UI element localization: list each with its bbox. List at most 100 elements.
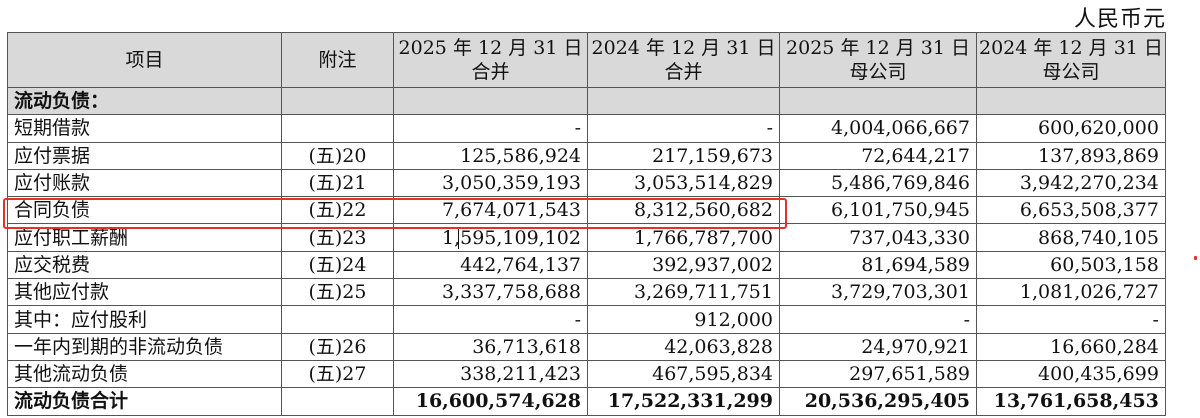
row-value-2025-consolidated: 442,764,137 bbox=[393, 250, 588, 280]
row-value-2024-parent: - bbox=[976, 305, 1166, 334]
row-value-2024-parent: 6,653,508,377 bbox=[976, 196, 1166, 225]
row-value-2024-parent: 3,942,270,234 bbox=[976, 168, 1166, 198]
row-note: (五)26 bbox=[281, 332, 394, 361]
table-row-total: 流动负债合计 16,600,574,628 17,522,331,299 20,… bbox=[7, 387, 1166, 416]
row-value-2025-parent: 72,644,217 bbox=[779, 141, 977, 170]
row-value-2025-consolidated: 125,586,924 bbox=[393, 141, 588, 170]
header-2025-parent-date: 2025 年 12 月 31 日 bbox=[786, 37, 970, 59]
row-item: 应付票据 bbox=[7, 141, 282, 170]
row-value-2024-consolidated bbox=[587, 86, 780, 116]
header-2024-consolidated: 2024 年 12 月 31 日 合并 bbox=[587, 32, 780, 88]
row-value-2024-consolidated: 8,312,560,682 bbox=[587, 196, 780, 225]
table-row: 短期借款 - - 4,004,066,667 600,620,000 bbox=[7, 114, 1166, 143]
row-item: 应付账款 bbox=[7, 168, 282, 198]
edge-mark bbox=[1194, 256, 1197, 260]
table-row-highlighted: 合同负债 (五)22 7,674,071,543 8,312,560,682 6… bbox=[7, 196, 1166, 225]
row-value-2025-parent bbox=[779, 86, 977, 116]
table-row: 其他应付款 (五)25 3,337,758,688 3,269,711,751 … bbox=[7, 278, 1166, 307]
row-value-2025-consolidated: 338,211,423 bbox=[393, 359, 588, 389]
row-value-2025-parent: 737,043,330 bbox=[779, 223, 977, 252]
table-row: 应付账款 (五)21 3,050,359,193 3,053,514,829 5… bbox=[7, 168, 1166, 198]
header-item-label: 项目 bbox=[125, 49, 164, 71]
row-item: 其中：应付股利 bbox=[7, 305, 282, 334]
row-value-2025-parent: - bbox=[779, 305, 977, 334]
row-value-2024-parent: 60,503,158 bbox=[976, 250, 1166, 280]
header-2025-parent-scope: 母公司 bbox=[849, 61, 907, 83]
row-value-2024-consolidated: - bbox=[587, 114, 780, 143]
header-2024-consolidated-scope: 合并 bbox=[664, 61, 703, 83]
row-value-2025-consolidated: 16,600,574,628 bbox=[393, 387, 588, 416]
row-value-2024-consolidated: 217,159,673 bbox=[587, 141, 780, 170]
row-note: (五)20 bbox=[281, 141, 394, 170]
row-value-2025-parent: 3,729,703,301 bbox=[779, 278, 977, 307]
row-note: (五)24 bbox=[281, 250, 394, 280]
row-value-2025-parent: 24,970,921 bbox=[779, 332, 977, 361]
row-item: 一年内到期的非流动负债 bbox=[7, 332, 282, 361]
row-note: (五)25 bbox=[281, 278, 394, 307]
header-2024-consolidated-date: 2024 年 12 月 31 日 bbox=[591, 37, 776, 59]
row-item: 其他应付款 bbox=[7, 278, 282, 307]
row-value-2024-parent bbox=[976, 86, 1166, 116]
table-row: 应付票据 (五)20 125,586,924 217,159,673 72,64… bbox=[7, 141, 1166, 170]
row-value-2024-parent: 400,435,699 bbox=[976, 359, 1166, 389]
row-value-2025-consolidated: 7,674,071,543 bbox=[393, 196, 588, 225]
row-item: 应交税费 bbox=[7, 250, 282, 280]
currency-unit-label: 人民币元 bbox=[1073, 7, 1166, 32]
table-row: 应付职工薪酬 (五)23 1,595,109,102 1,766,787,700… bbox=[7, 223, 1166, 252]
text-cursor bbox=[458, 229, 459, 249]
header-2025-parent: 2025 年 12 月 31 日 母公司 bbox=[779, 32, 977, 88]
row-note: (五)21 bbox=[281, 168, 394, 198]
row-value-2025-parent: 6,101,750,945 bbox=[779, 196, 977, 225]
row-note bbox=[281, 86, 394, 116]
row-note: (五)27 bbox=[281, 359, 394, 389]
row-value-2025-consolidated bbox=[393, 86, 588, 116]
row-item: 其他流动负债 bbox=[7, 359, 282, 389]
row-value-2024-consolidated: 3,053,514,829 bbox=[587, 168, 780, 198]
header-2025-consolidated: 2025 年 12 月 31 日 合并 bbox=[393, 32, 588, 88]
table-row: 其他流动负债 (五)27 338,211,423 467,595,834 297… bbox=[7, 359, 1166, 389]
row-value-2024-consolidated: 392,937,002 bbox=[587, 250, 780, 280]
row-value-2024-consolidated: 3,269,711,751 bbox=[587, 278, 780, 307]
row-value-2025-parent: 297,651,589 bbox=[779, 359, 977, 389]
row-value-2025-consolidated: 3,337,758,688 bbox=[393, 278, 588, 307]
row-value-2024-parent: 16,660,284 bbox=[976, 332, 1166, 361]
current-liabilities-table: 项目 附注 2025 年 12 月 31 日 合并 2024 年 12 月 31… bbox=[7, 32, 1166, 416]
table-header-row: 项目 附注 2025 年 12 月 31 日 合并 2024 年 12 月 31… bbox=[7, 32, 1166, 88]
header-2024-parent-scope: 母公司 bbox=[1042, 61, 1100, 83]
header-2025-consolidated-scope: 合并 bbox=[471, 61, 510, 83]
row-note bbox=[281, 305, 394, 334]
row-value-2024-parent: 1,081,026,727 bbox=[976, 278, 1166, 307]
header-note-label: 附注 bbox=[318, 49, 357, 71]
row-item: 合同负债 bbox=[7, 196, 282, 225]
row-value-2025-parent: 5,486,769,846 bbox=[779, 168, 977, 198]
table-row: 其中：应付股利 - 912,000 - - bbox=[7, 305, 1166, 334]
row-value-2024-consolidated: 17,522,331,299 bbox=[587, 387, 780, 416]
row-value-2025-consolidated: 36,713,618 bbox=[393, 332, 588, 361]
row-value-2024-consolidated: 912,000 bbox=[587, 305, 780, 334]
header-2024-parent: 2024 年 12 月 31 日 母公司 bbox=[976, 32, 1166, 88]
row-value-2024-consolidated: 42,063,828 bbox=[587, 332, 780, 361]
row-item: 流动负债： bbox=[7, 86, 282, 116]
row-note bbox=[281, 387, 394, 416]
table-row: 一年内到期的非流动负债 (五)26 36,713,618 42,063,828 … bbox=[7, 332, 1166, 361]
row-value-2025-consolidated: 3,050,359,193 bbox=[393, 168, 588, 198]
header-note: 附注 bbox=[281, 32, 394, 88]
row-value-2025-parent: 81,694,589 bbox=[779, 250, 977, 280]
row-value-2025-parent: 20,536,295,405 bbox=[779, 387, 977, 416]
row-value-2024-parent: 868,740,105 bbox=[976, 223, 1166, 252]
row-value-2025-consolidated: - bbox=[393, 114, 588, 143]
row-value-2024-consolidated: 467,595,834 bbox=[587, 359, 780, 389]
row-value-2024-parent: 137,893,869 bbox=[976, 141, 1166, 170]
row-value-2025-consolidated: - bbox=[393, 305, 588, 334]
highlight-box-contract-liabilities bbox=[3, 198, 787, 229]
row-note bbox=[281, 114, 394, 143]
header-item: 项目 bbox=[7, 32, 282, 88]
row-item: 流动负债合计 bbox=[7, 387, 282, 416]
row-value-2024-parent: 13,761,658,453 bbox=[976, 387, 1166, 416]
row-value-2024-parent: 600,620,000 bbox=[976, 114, 1166, 143]
row-item: 短期借款 bbox=[7, 114, 282, 143]
row-value-2025-parent: 4,004,066,667 bbox=[779, 114, 977, 143]
header-2024-parent-date: 2024 年 12 月 31 日 bbox=[979, 37, 1163, 59]
table-row: 应交税费 (五)24 442,764,137 392,937,002 81,69… bbox=[7, 250, 1166, 280]
header-2025-consolidated-date: 2025 年 12 月 31 日 bbox=[398, 37, 583, 59]
